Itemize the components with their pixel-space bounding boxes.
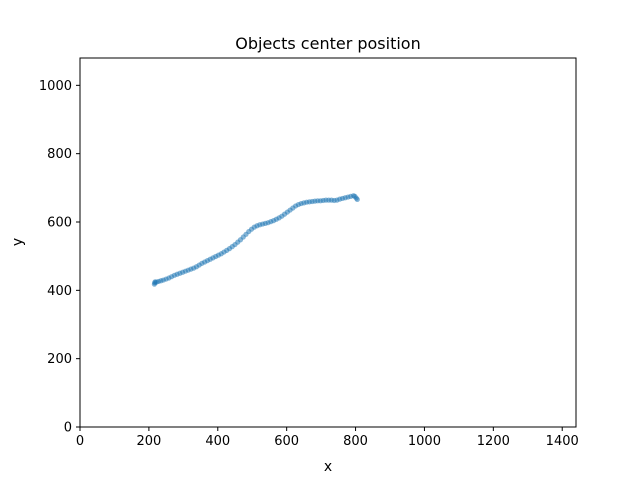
y-tick-label: 200 xyxy=(47,352,72,367)
x-axis: 0 200 400 600 800 1000 1200 1400 xyxy=(76,427,579,449)
y-axis: 0 200 400 600 800 1000 xyxy=(39,79,80,436)
y-tick-label: 1000 xyxy=(39,79,72,94)
x-tick-label: 1400 xyxy=(546,434,579,449)
plot-area-border xyxy=(79,57,577,428)
x-tick-label: 1200 xyxy=(477,434,510,449)
y-tick-label: 600 xyxy=(47,216,72,231)
y-tick-label: 0 xyxy=(64,421,72,436)
y-axis-label: y xyxy=(10,238,26,246)
y-tick-label: 400 xyxy=(47,284,72,299)
chart-title: Objects center position xyxy=(235,34,420,53)
x-tick-label: 800 xyxy=(343,434,368,449)
data-point xyxy=(354,196,360,203)
x-tick-label: 1000 xyxy=(408,434,441,449)
points-layer xyxy=(151,193,360,287)
x-axis-label: x xyxy=(324,459,332,475)
x-tick-label: 200 xyxy=(136,434,161,449)
x-tick-label: 600 xyxy=(274,434,299,449)
x-tick-label: 400 xyxy=(205,434,230,449)
axes-frame xyxy=(79,57,577,428)
x-tick-label: 0 xyxy=(76,434,84,449)
y-tick-label: 800 xyxy=(47,147,72,162)
